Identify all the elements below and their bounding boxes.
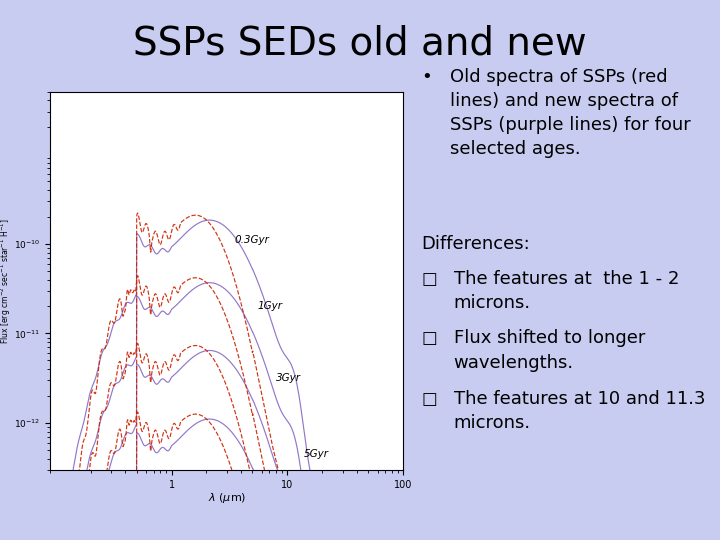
Text: 0.3Gyr: 0.3Gyr: [235, 235, 269, 245]
X-axis label: $\lambda$ ($\mu$m): $\lambda$ ($\mu$m): [207, 491, 246, 505]
Text: SSPs SEDs old and new: SSPs SEDs old and new: [133, 24, 587, 62]
Text: The features at  the 1 - 2
microns.: The features at the 1 - 2 microns.: [454, 270, 679, 312]
Text: •: •: [421, 68, 432, 85]
Text: 5Gyr: 5Gyr: [305, 449, 329, 458]
Text: Differences:: Differences:: [421, 235, 530, 253]
Text: □: □: [421, 390, 437, 408]
Text: The features at 10 and 11.3
microns.: The features at 10 and 11.3 microns.: [454, 390, 705, 432]
Text: □: □: [421, 329, 437, 347]
Text: Old spectra of SSPs (red
lines) and new spectra of
SSPs (purple lines) for four
: Old spectra of SSPs (red lines) and new …: [450, 68, 690, 158]
Text: 1Gyr: 1Gyr: [257, 301, 282, 312]
Text: □: □: [421, 270, 437, 288]
Y-axis label: Flux [erg cm$^{-2}$ sec$^{-1}$ star$^{-1}$ H$^{-1}$]: Flux [erg cm$^{-2}$ sec$^{-1}$ star$^{-1…: [0, 218, 13, 343]
Text: 3Gyr: 3Gyr: [276, 373, 301, 383]
Text: Flux shifted to longer
wavelengths.: Flux shifted to longer wavelengths.: [454, 329, 645, 372]
